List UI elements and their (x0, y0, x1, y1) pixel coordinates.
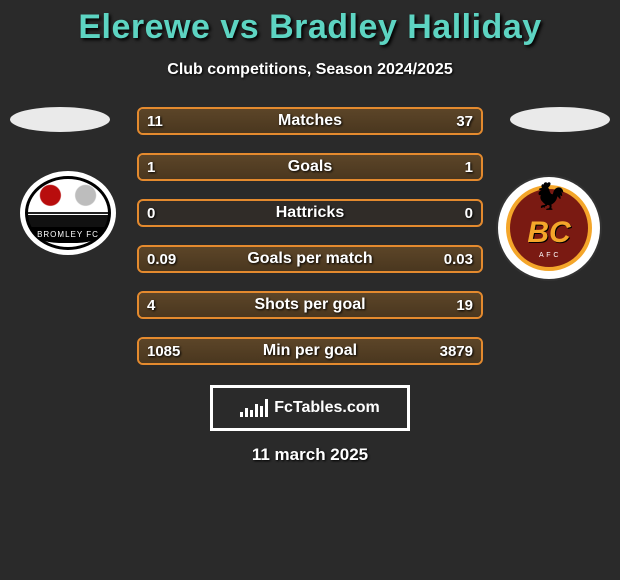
stat-bar-seg-right (199, 293, 481, 317)
stat-value-right: 3879 (430, 337, 483, 365)
branding-badge: FcTables.com (210, 385, 410, 431)
club-crest-left: BROMLEY FC (20, 171, 116, 255)
rooster-icon: 🐓 (534, 181, 566, 212)
flag-right-icon (510, 107, 610, 132)
crest-left-band: BROMLEY FC (31, 227, 105, 243)
stat-value-left: 0 (137, 199, 165, 227)
stat-value-right: 0.03 (434, 245, 483, 273)
stat-bar: 1137Matches (137, 107, 483, 135)
stat-value-left: 1085 (137, 337, 190, 365)
crest-right-sub: A F C (510, 252, 588, 259)
stat-bar: 11Goals (137, 153, 483, 181)
stat-value-right: 0 (455, 199, 483, 227)
stat-bar: 0.090.03Goals per match (137, 245, 483, 273)
stat-bar-track (137, 107, 483, 135)
subtitle: Club competitions, Season 2024/2025 (0, 61, 620, 79)
date-text: 11 march 2025 (0, 445, 620, 465)
stats-block: BROMLEY FC 🐓 BC A F C 1137Matches11Goals… (0, 107, 620, 365)
page-title: Elerewe vs Bradley Halliday (0, 8, 620, 47)
logo-bar-icon (250, 410, 253, 417)
stat-value-left: 4 (137, 291, 165, 319)
crest-left-icon: BROMLEY FC (25, 176, 111, 250)
logo-bar-icon (245, 408, 248, 417)
crest-right-letters: BC (527, 218, 570, 248)
stat-bar: 10853879Min per goal (137, 337, 483, 365)
logo-bar-icon (255, 404, 258, 417)
club-crest-right: 🐓 BC A F C (498, 177, 600, 279)
comparison-card: Elerewe vs Bradley Halliday Club competi… (0, 0, 620, 465)
stat-bar: 00Hattricks (137, 199, 483, 227)
stat-bar-seg-right (217, 109, 481, 133)
branding-text: FcTables.com (274, 399, 380, 417)
logo-bars-icon (240, 399, 268, 417)
stat-value-left: 1 (137, 153, 165, 181)
logo-bar-icon (240, 412, 243, 417)
flag-left-icon (10, 107, 110, 132)
stat-bar-track (137, 199, 483, 227)
stat-value-left: 11 (137, 107, 173, 135)
stat-bar: 419Shots per goal (137, 291, 483, 319)
stat-value-left: 0.09 (137, 245, 186, 273)
logo-bar-icon (260, 406, 263, 417)
stat-bars: 1137Matches11Goals00Hattricks0.090.03Goa… (137, 107, 483, 365)
stat-bar-track (137, 153, 483, 181)
crest-right-icon: 🐓 BC A F C (506, 185, 592, 271)
stat-bar-track (137, 245, 483, 273)
stat-value-right: 1 (455, 153, 483, 181)
logo-bar-icon (265, 399, 268, 417)
stat-value-right: 37 (446, 107, 483, 135)
stat-value-right: 19 (446, 291, 483, 319)
stat-bar-track (137, 291, 483, 319)
